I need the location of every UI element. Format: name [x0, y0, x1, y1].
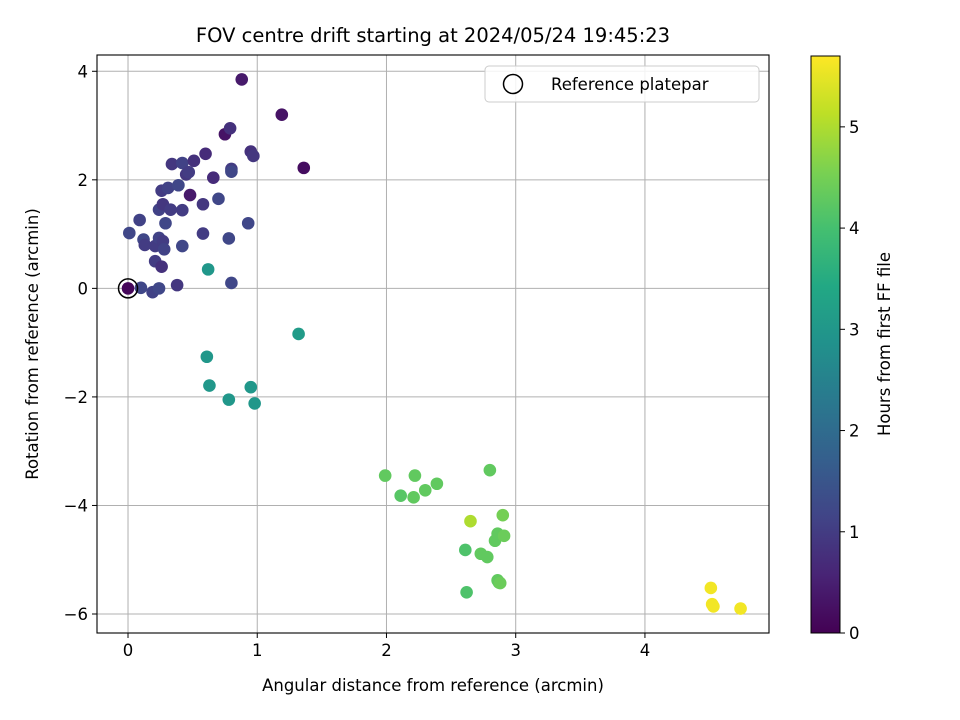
data-point — [734, 602, 747, 615]
legend-marker — [502, 73, 524, 95]
data-point — [222, 393, 236, 406]
data-point — [408, 469, 422, 482]
data-point — [170, 278, 184, 292]
data-point — [394, 489, 407, 502]
data-point — [223, 121, 237, 135]
y-tick-label: 4 — [78, 62, 89, 81]
data-point — [155, 260, 168, 273]
x-tick-label: 1 — [252, 641, 263, 660]
data-point — [199, 147, 212, 161]
data-point — [707, 600, 720, 613]
x-axis-label: Angular distance from reference (arcmin) — [262, 676, 604, 695]
legend-box — [484, 65, 760, 103]
x-tick-label: 3 — [510, 641, 521, 660]
data-point — [225, 276, 238, 290]
data-point — [123, 226, 136, 240]
data-point — [460, 585, 473, 599]
data-point — [138, 238, 152, 252]
colorbar-tick-label: 0 — [849, 624, 860, 643]
chart-title: FOV centre drift starting at 2024/05/24 … — [196, 24, 670, 47]
colorbar: 0 1 2 3 4 5 Hours from first FF file — [810, 55, 894, 643]
y-tick-label: 0 — [78, 279, 89, 298]
colorbar-tick-label: 5 — [849, 118, 860, 137]
data-point — [418, 483, 432, 497]
data-point — [493, 576, 507, 590]
data-point — [196, 197, 210, 211]
x-tick-label: 4 — [640, 641, 651, 660]
data-point — [483, 463, 497, 477]
data-point — [196, 227, 210, 240]
y-axis-label: Rotation from reference (arcmin) — [23, 208, 42, 480]
data-point — [157, 242, 171, 256]
colorbar-label: Hours from first FF file — [875, 252, 894, 436]
y-tick-label: −4 — [64, 496, 88, 515]
data-point — [187, 154, 201, 168]
data-point — [247, 149, 260, 163]
data-point — [203, 379, 216, 392]
data-point — [378, 469, 392, 482]
data-point — [430, 477, 444, 491]
colorbar-tick-label: 3 — [849, 320, 860, 339]
data-point — [248, 397, 261, 410]
data-point — [297, 161, 311, 175]
data-point — [165, 157, 179, 171]
x-axis-ticks: 0 1 2 3 4 — [123, 633, 650, 660]
data-point — [175, 203, 189, 217]
colorbar-tick-label: 4 — [849, 219, 860, 238]
data-point — [497, 529, 511, 543]
legend-label: Reference platepar — [551, 75, 709, 94]
data-point — [704, 581, 718, 595]
data-point — [222, 232, 236, 245]
reference-marker — [117, 278, 139, 299]
data-point — [225, 165, 238, 178]
data-point — [201, 263, 215, 276]
x-tick-label: 2 — [381, 641, 392, 660]
legend: Reference platepar — [484, 65, 760, 103]
y-tick-label: −6 — [64, 605, 88, 624]
data-point — [496, 508, 510, 522]
colorbar-tick-label: 1 — [849, 523, 860, 542]
x-tick-label: 0 — [123, 641, 134, 660]
data-point — [133, 213, 146, 227]
data-point — [172, 178, 185, 192]
data-point — [161, 181, 175, 195]
plot-frame — [96, 54, 770, 634]
data-point — [152, 282, 166, 295]
y-tick-label: 2 — [78, 171, 89, 190]
data-point — [164, 203, 177, 216]
colorbar-gradient — [810, 55, 841, 634]
data-point — [480, 550, 494, 564]
colorbar-ticks: 0 1 2 3 4 5 — [840, 118, 860, 643]
y-tick-label: −2 — [64, 388, 88, 407]
reference-point — [117, 278, 139, 299]
data-point — [212, 192, 225, 206]
data-point — [464, 514, 477, 528]
data-point — [182, 165, 196, 179]
grid-lines — [97, 55, 769, 633]
data-point — [183, 188, 197, 202]
data-point — [407, 491, 420, 504]
data-point — [121, 282, 135, 295]
data-point — [459, 543, 472, 557]
y-axis-ticks: −6 −4 −2 0 2 4 — [64, 62, 97, 624]
data-point — [175, 156, 189, 170]
data-point — [200, 350, 214, 364]
data-point — [244, 380, 258, 394]
colorbar-tick-label: 2 — [849, 422, 860, 441]
data-point — [235, 73, 249, 86]
data-point — [275, 108, 289, 121]
data-points — [121, 73, 747, 615]
data-point — [241, 216, 255, 230]
data-point — [175, 239, 189, 253]
data-point — [292, 327, 305, 341]
data-point — [159, 216, 172, 230]
data-point — [207, 171, 220, 184]
